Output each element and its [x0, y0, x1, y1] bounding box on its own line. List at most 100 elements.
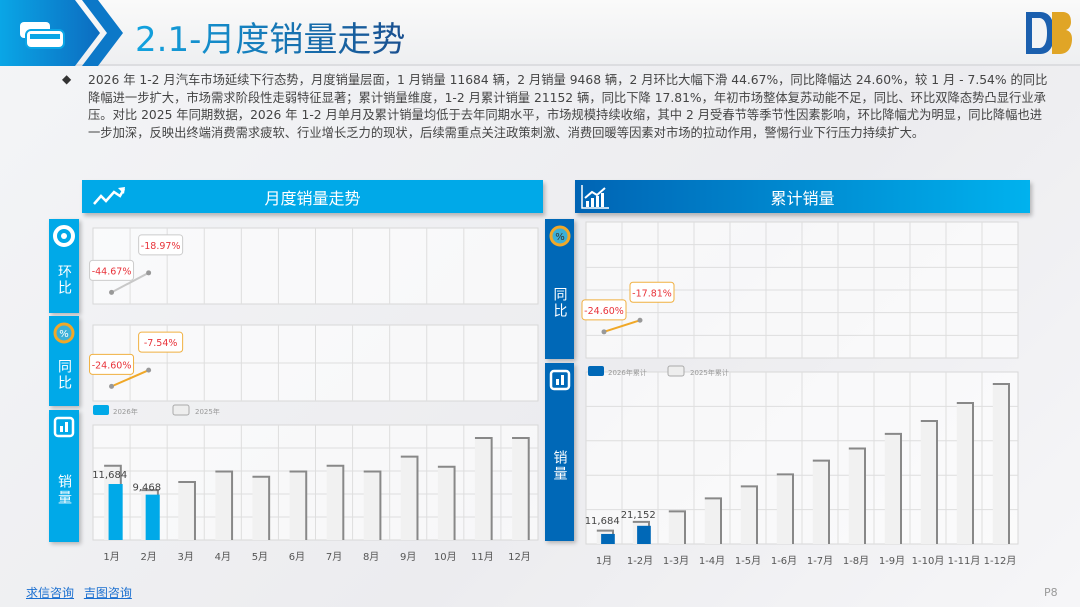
bar-2025: [848, 448, 865, 544]
bar-2025-edge: [740, 485, 758, 544]
x-tick-label: 6月: [289, 551, 305, 563]
bar-2025-edge: [400, 455, 419, 540]
bar-2025: [920, 421, 937, 544]
x-tick-label: 8月: [363, 551, 379, 563]
data-label-box: [138, 234, 184, 256]
footer-link-jitu[interactable]: 吉图咨询: [83, 586, 132, 600]
x-tick-label: 4月: [215, 551, 231, 563]
bar-2025-edge: [363, 470, 382, 540]
bar-2025-edge: [252, 475, 271, 540]
x-tick-label: 1-4月: [699, 555, 725, 567]
summary-text: 2026 年 1-2 月汽车市场延续下行态势，月度销量层面，1 月销量 1168…: [88, 73, 1048, 140]
x-tick-label: 1-5月: [735, 555, 761, 567]
bar-2025: [992, 384, 1009, 544]
x-tick-label: 1月: [596, 555, 612, 567]
bar-2025: [668, 511, 685, 544]
bar-2025-edge: [848, 447, 866, 544]
right-panel-header: 累计销量: [575, 180, 1030, 213]
bar-2025-edge: [776, 473, 794, 544]
data-point: [109, 383, 115, 389]
bar-value-label: 11,684: [585, 516, 620, 527]
x-tick-label: 1-12月: [984, 555, 1017, 567]
side-label-sales: 销量: [49, 410, 79, 542]
left-panel-header: 月度销量走势: [82, 180, 543, 213]
bar-2025-edge: [474, 436, 493, 540]
bar-2025: [474, 437, 492, 540]
bar-2025: [326, 465, 344, 540]
series-line: [111, 369, 150, 388]
data-point: [109, 289, 115, 295]
x-tick-label: 1-8月: [843, 555, 869, 567]
footer-links: 求信咨询 吉图咨询: [26, 584, 138, 601]
page-number: P8: [1044, 586, 1058, 599]
bar-trend-icon: [581, 185, 609, 209]
percent-icon: %: [53, 322, 75, 344]
data-point: [146, 270, 152, 276]
bar-2025-edge: [704, 497, 722, 544]
bar-2025: [215, 471, 233, 540]
legend-swatch-2025: [172, 404, 190, 416]
side-label-mom: 环比: [49, 219, 79, 313]
x-tick-label: 1月: [103, 551, 119, 563]
side-label-cum-sales: 销量: [545, 363, 574, 541]
bar-2025-edge: [326, 464, 345, 540]
data-point: [146, 367, 152, 373]
trend-up-icon: [93, 187, 126, 205]
bar-2026: [145, 494, 160, 540]
bar-value-label: 11,684: [92, 470, 127, 481]
data-label: -18.97%: [141, 241, 181, 252]
bar-2025: [252, 476, 270, 540]
bar-2025-edge: [178, 481, 196, 540]
x-tick-label: 9月: [400, 551, 416, 563]
bar-2026: [601, 533, 615, 544]
x-tick-label: 5月: [252, 551, 268, 563]
bar-2025: [740, 486, 757, 544]
bar-value-label: 9,468: [132, 483, 161, 494]
x-tick-label: 1-2月: [627, 555, 653, 567]
side-label-cum-yoy: % 同比: [545, 219, 574, 359]
bar-chart-icon: [53, 416, 75, 438]
bar-2025-edge: [215, 470, 234, 540]
side-label-yoy: % 同比: [49, 316, 79, 406]
page-title: 2.1-月度销量走势: [135, 12, 405, 61]
data-label-box: [89, 259, 135, 281]
data-label: -24.60%: [92, 360, 132, 371]
x-tick-label: 1-3月: [663, 555, 689, 567]
bar-2025-edge: [289, 470, 308, 540]
bullet-icon: ◆: [62, 72, 72, 86]
svg-text:%: %: [555, 232, 565, 243]
x-tick-label: 1-10月: [912, 555, 945, 567]
data-label: -44.67%: [92, 266, 132, 277]
bar-2025-edge: [668, 510, 686, 544]
legend-swatch-2026: [588, 366, 604, 376]
legend-label-2025: 2025年累计: [690, 368, 729, 377]
x-tick-label: 1-9月: [879, 555, 905, 567]
bar-chart-icon: [549, 369, 570, 391]
series-line: [603, 319, 641, 333]
legend-label-2025: 2025年: [195, 407, 220, 416]
footer-link-qiuxin[interactable]: 求信咨询: [26, 586, 75, 600]
data-label: -24.60%: [584, 306, 624, 317]
bar-2025: [956, 402, 973, 544]
data-label-box: [89, 353, 135, 375]
header-band: [0, 0, 1080, 66]
bar-2026: [637, 525, 651, 544]
x-tick-label: 1-11月: [948, 555, 981, 567]
bar-2025: [884, 433, 901, 544]
data-label: -7.54%: [144, 338, 178, 349]
svg-text:%: %: [59, 329, 69, 340]
data-label-box: [629, 281, 675, 303]
bar-2025: [776, 474, 793, 544]
bar-2025: [437, 466, 455, 540]
x-tick-label: 7月: [326, 551, 342, 563]
percent-icon: %: [549, 225, 570, 247]
db-logo: [1026, 12, 1072, 54]
target-icon: [53, 225, 75, 247]
bar-2025: [704, 498, 721, 544]
right-panel-title: 累计销量: [770, 188, 835, 208]
data-label-box: [581, 299, 627, 321]
bar-2026: [108, 484, 123, 540]
bar-2025-edge: [512, 436, 530, 540]
bar-2025-edge: [920, 420, 938, 544]
